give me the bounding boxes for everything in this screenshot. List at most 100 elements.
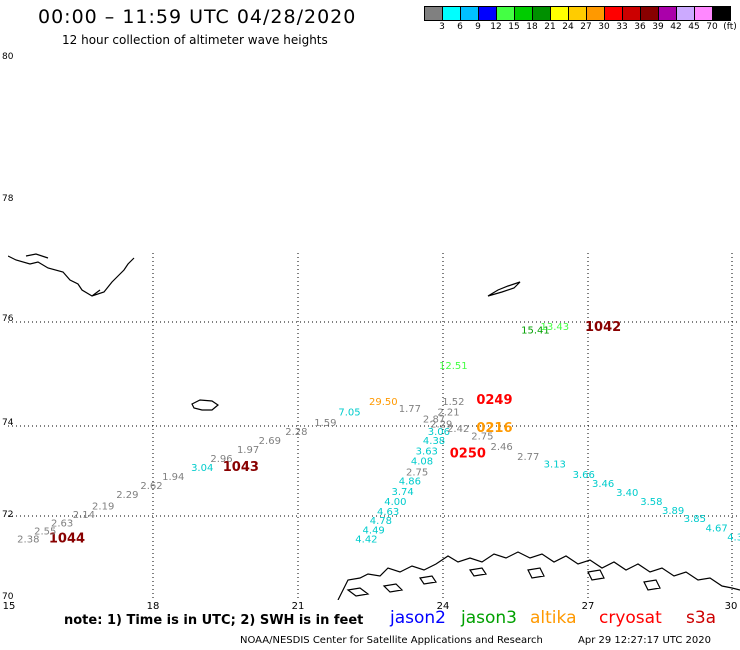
- wave-height-label: 2.21: [437, 408, 459, 419]
- coastlines: [8, 253, 740, 600]
- wave-height-label: 4.78: [370, 516, 392, 527]
- legend-altika: altika: [530, 608, 577, 628]
- lat-label-80: 80: [2, 52, 14, 62]
- color-swatch: [694, 6, 713, 21]
- norway-coast: [337, 551, 740, 600]
- wave-height-label: 1.77: [399, 404, 421, 415]
- lon-label-24: 24: [436, 601, 450, 612]
- color-swatch: [676, 6, 695, 21]
- wave-height-label: 1.59: [314, 418, 336, 429]
- color-swatch: [640, 6, 659, 21]
- color-scale-label: 36: [634, 22, 646, 32]
- color-swatch: [424, 6, 443, 21]
- wave-height-label: 2.38: [17, 535, 39, 546]
- color-scale-label: 24: [562, 22, 574, 32]
- wave-height-label: 2.29: [430, 419, 452, 430]
- wave-height-label: 2.46: [491, 442, 513, 453]
- lon-label-15: 15: [2, 601, 16, 612]
- legend-jason2: jason2: [390, 608, 446, 628]
- color-swatch: [622, 6, 641, 21]
- color-swatch: [460, 6, 479, 21]
- wave-height-label: 2.87: [423, 414, 445, 425]
- time-label: 1044: [49, 532, 85, 547]
- color-scale-label: (ft): [723, 22, 737, 32]
- legend-jason3: jason3: [461, 608, 517, 628]
- color-scale-label: 39: [652, 22, 664, 32]
- legend-cryosat: cryosat: [599, 608, 662, 628]
- wave-height-label: 2.55: [34, 526, 56, 537]
- color-scale-label: 30: [598, 22, 610, 32]
- wave-height-label: 2.75: [406, 468, 428, 479]
- wave-height-label: 4.00: [384, 497, 406, 508]
- wave-height-label: 13.43: [540, 322, 569, 333]
- color-scale-label: 70: [706, 22, 718, 32]
- wave-height-label: 29.50: [369, 397, 398, 408]
- lat-label-78: 78: [2, 194, 14, 204]
- color-swatch: [514, 6, 533, 21]
- time-label: 1043: [223, 460, 259, 475]
- lon-label-27: 27: [581, 601, 595, 612]
- color-swatch: [496, 6, 515, 21]
- wave-height-label: 1.97: [237, 445, 259, 456]
- wave-height-label: 3.89: [662, 506, 684, 517]
- wave-height-label: 4.86: [399, 477, 421, 488]
- wave-height-map: 2.38 10442.552.632.142.192.292.621.943.04…: [8, 253, 740, 600]
- color-scale-label: 3: [439, 22, 445, 32]
- map-gridlines: [8, 253, 740, 600]
- color-scale-label: 42: [670, 22, 682, 32]
- color-swatch: [550, 6, 569, 21]
- wave-height-label: 3.66: [573, 470, 595, 481]
- wave-height-label: 3.74: [392, 487, 414, 498]
- color-scale-labels: 3 6 9 12 15 18 21 24 27 30 33 36 39 42 45 70 (ft): [424, 22, 740, 34]
- lat-label-70: 70: [2, 592, 14, 602]
- hopen-coast: [487, 281, 521, 297]
- color-swatch: [568, 6, 587, 21]
- wave-height-label: 3.58: [640, 497, 662, 508]
- wave-height-label: 3.04: [191, 463, 213, 474]
- page-subtitle: 12 hour collection of altimeter wave hei…: [62, 33, 328, 47]
- lon-label-30: 30: [724, 601, 738, 612]
- color-swatch: [604, 6, 623, 21]
- wave-height-label: 2.62: [140, 481, 162, 492]
- wave-height-label: 15.41: [521, 325, 550, 336]
- wave-height-label: 2.75: [471, 432, 493, 443]
- color-scale-label: 33: [616, 22, 628, 32]
- norway-islands: [346, 567, 661, 597]
- wave-height-label: 3.40: [616, 488, 638, 499]
- lon-label-18: 18: [146, 601, 160, 612]
- wave-height-label: 2.69: [259, 436, 281, 447]
- wave-height-label: 4.67: [705, 524, 727, 535]
- wave-height-label: 3.06: [428, 427, 450, 438]
- wave-height-label: 2.14: [73, 510, 95, 521]
- color-scale-label: 18: [526, 22, 538, 32]
- credit-text: NOAA/NESDIS Center for Satellite Applica…: [240, 635, 543, 646]
- wave-height-label: 4.42: [355, 535, 377, 546]
- color-scale-label: 21: [544, 22, 556, 32]
- wave-height-label: 2.96: [210, 454, 232, 465]
- time-label: 0216: [476, 421, 512, 436]
- wave-height-label: 2.28: [285, 427, 307, 438]
- color-swatch: [532, 6, 551, 21]
- timestamp-text: Apr 29 12:27:17 UTC 2020: [578, 635, 711, 646]
- legend-s3a: s3a: [686, 608, 717, 628]
- lon-label-21: 21: [291, 601, 305, 612]
- time-label: 0249: [476, 393, 512, 408]
- wave-height-labels: 2.38 10442.552.632.142.192.292.621.943.04…: [17, 320, 740, 547]
- color-swatch: [712, 6, 731, 21]
- bear-island-coast: [191, 399, 220, 411]
- wave-height-label: 3.63: [416, 446, 438, 457]
- wave-height-label: 4.30: [727, 533, 740, 544]
- color-scale-label: 15: [508, 22, 520, 32]
- wave-height-label: 3.85: [684, 514, 706, 525]
- time-label: 1042: [585, 320, 621, 335]
- color-scale-label: 27: [580, 22, 592, 32]
- color-swatch: [586, 6, 605, 21]
- page-title: 00:00 – 11:59 UTC 04/28/2020: [38, 6, 357, 28]
- color-swatch: [442, 6, 461, 21]
- wave-height-label: 2.63: [51, 518, 73, 529]
- color-scale-label: 6: [457, 22, 463, 32]
- wave-height-label: 4.49: [363, 526, 385, 537]
- wave-height-label: 4.38: [423, 436, 445, 447]
- wave-height-label: 4.63: [377, 507, 399, 518]
- color-scale: [424, 6, 731, 21]
